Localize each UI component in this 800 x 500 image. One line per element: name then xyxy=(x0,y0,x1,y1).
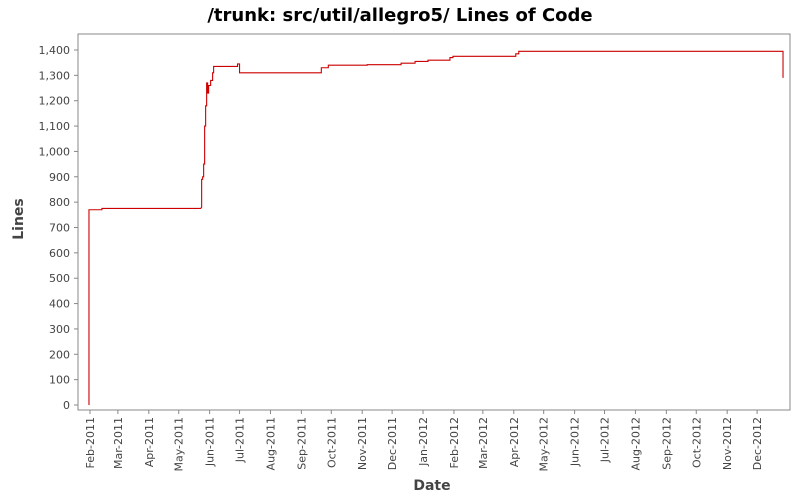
x-tick-label: Mar-2012 xyxy=(477,417,490,469)
x-tick-label: Sep-2012 xyxy=(660,417,673,470)
y-tick-label: 1,100 xyxy=(39,120,71,133)
y-tick-label: 900 xyxy=(49,171,70,184)
y-tick-label: 200 xyxy=(49,348,70,361)
x-tick-label: Jun-2011 xyxy=(204,417,217,467)
x-tick-label: Nov-2012 xyxy=(721,417,734,470)
x-tick-label: Oct-2012 xyxy=(690,417,703,468)
y-tick-label: 300 xyxy=(49,323,70,336)
y-tick-label: 400 xyxy=(49,298,70,311)
y-tick-label: 1,200 xyxy=(39,95,71,108)
x-axis: Feb-2011 Mar-2011 Apr-2011 May-2011 Jun-2011… xyxy=(84,410,764,472)
x-tick-label: Dec-2012 xyxy=(751,417,764,470)
x-tick-label: Nov-2011 xyxy=(356,417,369,470)
y-axis-label: Lines xyxy=(11,198,27,240)
y-tick-label: 100 xyxy=(49,374,70,387)
x-tick-label: Feb-2011 xyxy=(84,417,97,468)
x-tick-label: Jul-2012 xyxy=(599,417,612,463)
y-tick-label: 800 xyxy=(49,196,70,209)
y-tick-label: 0 xyxy=(63,399,70,412)
y-axis: 0 100 200 300 400 500 600 700 800 900 1,000 1,100 1,… xyxy=(39,44,78,412)
y-tick-label: 600 xyxy=(49,247,70,260)
x-tick-label: Aug-2011 xyxy=(264,417,277,470)
x-tick-label: Dec-2011 xyxy=(386,417,399,470)
series-line xyxy=(88,50,784,405)
y-tick-label: 1,000 xyxy=(39,145,71,158)
x-tick-label: Apr-2012 xyxy=(508,417,521,467)
x-tick-label: Sep-2011 xyxy=(295,417,308,470)
x-tick-label: May-2012 xyxy=(538,417,551,472)
chart-title: /trunk: src/util/allegro5/ Lines of Code xyxy=(207,5,592,26)
x-tick-label: Feb-2012 xyxy=(448,417,461,468)
x-tick-label: Oct-2011 xyxy=(325,417,338,468)
x-tick-label: Jun-2012 xyxy=(569,417,582,467)
y-tick-label: 700 xyxy=(49,222,70,235)
x-tick-label: Aug-2012 xyxy=(629,417,642,470)
x-tick-label: Apr-2011 xyxy=(143,417,156,467)
plot-area xyxy=(77,33,791,411)
series-layer xyxy=(88,50,784,405)
x-tick-label: May-2011 xyxy=(173,417,186,472)
x-tick-label: Mar-2011 xyxy=(112,417,125,469)
y-tick-label: 1,300 xyxy=(39,69,71,82)
x-tick-label: Jan-2012 xyxy=(417,417,430,467)
y-tick-label: 500 xyxy=(49,272,70,285)
y-tick-label: 1,400 xyxy=(39,44,71,57)
x-tick-label: Jul-2011 xyxy=(234,417,247,463)
x-axis-label: Date xyxy=(413,478,450,494)
